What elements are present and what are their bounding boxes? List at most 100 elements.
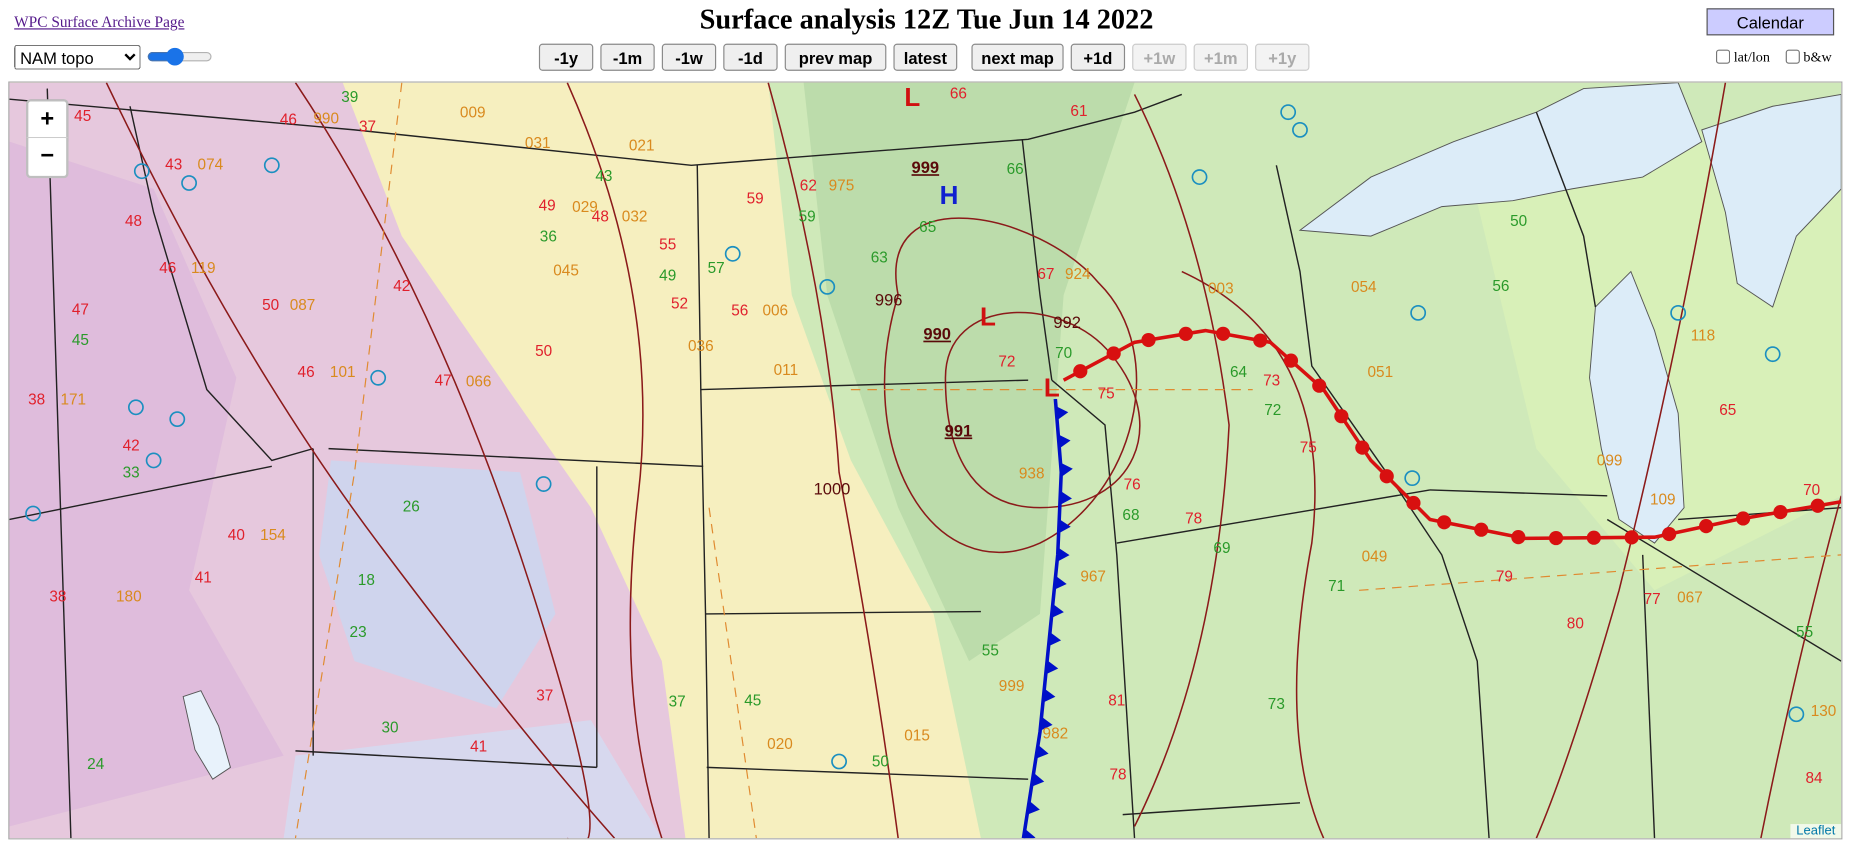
lake — [182, 690, 232, 780]
map[interactable]: L H L L 999 996 990 991 992 1000 45 46 37 43 48 46 47 50 4… — [8, 81, 1843, 840]
station-symbol — [1670, 304, 1687, 321]
warm-front-bulb — [1355, 440, 1370, 455]
station-pressure: 032 — [622, 208, 648, 225]
nav-button[interactable]: prev map — [784, 43, 887, 71]
station-symbol — [1410, 304, 1427, 321]
station-temperature: 38 — [28, 391, 45, 408]
warm-front-bulb — [1511, 530, 1526, 545]
cold-front-triangle — [1048, 632, 1062, 647]
nav-button[interactable]: -1m — [600, 43, 655, 71]
station-dewpoint: 68 — [1122, 507, 1139, 524]
station-temperature: 84 — [1806, 770, 1824, 787]
nav-button[interactable]: latest — [893, 43, 958, 71]
checkbox-label[interactable]: lat/lon — [1715, 48, 1770, 66]
station-pressure: 011 — [774, 362, 798, 379]
station-temperature: 56 — [731, 303, 748, 320]
warm-front-bulb — [1437, 515, 1452, 530]
station-pressure: 118 — [1691, 328, 1715, 345]
isobar-label: 991 — [945, 421, 973, 440]
cold-front-triangle — [1040, 716, 1053, 731]
warm-front-bulb — [1773, 505, 1788, 520]
station-symbol — [831, 753, 847, 770]
isobar — [294, 82, 591, 839]
warm-front-bulb — [1215, 326, 1231, 341]
checkbox-label[interactable]: b&w — [1785, 48, 1832, 66]
warm-front-bulb — [1253, 333, 1268, 348]
station-temperature: 81 — [1108, 692, 1125, 709]
station-symbol — [181, 175, 198, 191]
station-pressure: 109 — [1650, 492, 1676, 509]
map-type-select[interactable]: NAM topo — [14, 44, 141, 70]
nav-button[interactable]: -1w — [661, 43, 717, 71]
station-dewpoint: 70 — [1055, 345, 1072, 362]
nav-button[interactable]: -1y — [538, 43, 594, 71]
station-temperature: 55 — [659, 237, 676, 254]
checkbox[interactable] — [1715, 49, 1731, 64]
station-temperature: 72 — [998, 354, 1015, 371]
station-pressure: 021 — [629, 137, 655, 154]
station-pressure: 990 — [313, 110, 339, 127]
cold-front-triangle — [1035, 744, 1049, 759]
station-dewpoint: 56 — [1492, 278, 1509, 295]
station-temperature: 38 — [49, 588, 66, 605]
cold-front-triangle — [1045, 660, 1059, 675]
state-border — [1051, 379, 1136, 839]
isobar-label: 1000 — [814, 479, 851, 498]
station-symbol — [370, 369, 387, 386]
isobar-label: 992 — [1053, 313, 1081, 332]
station-temperature: 80 — [1567, 616, 1584, 633]
map-content: L H L L 999 996 990 991 992 1000 45 46 37 43 48 46 47 50 4… — [9, 82, 1842, 839]
nav-button[interactable]: next map — [971, 43, 1064, 71]
station-temperature: 66 — [950, 86, 967, 103]
calendar-button[interactable]: Calendar — [1706, 8, 1835, 36]
station-symbol — [1788, 706, 1805, 723]
zoom-in[interactable]: + — [25, 99, 69, 142]
cold-front-triangle — [1031, 772, 1045, 787]
state-border — [1122, 802, 1301, 816]
warm-front-bulb — [1624, 530, 1639, 545]
cold-front-triangle — [1051, 603, 1064, 619]
nav-button[interactable]: -1d — [723, 43, 778, 71]
station-pressure: 074 — [198, 156, 224, 173]
state-border — [9, 465, 272, 521]
station-temperature: 62 — [800, 178, 817, 195]
station-symbol — [127, 399, 144, 416]
cold-front-triangle — [1054, 575, 1067, 590]
checkbox[interactable] — [1785, 49, 1800, 64]
opacity-slider[interactable] — [146, 47, 213, 67]
state-border — [700, 379, 1029, 391]
station-dewpoint: 73 — [1268, 696, 1285, 713]
station-pressure: 119 — [191, 260, 215, 277]
station-symbol — [1191, 169, 1208, 186]
station-temperature: 59 — [747, 191, 764, 208]
attribution[interactable]: Leaflet — [1790, 824, 1842, 839]
lake — [1589, 270, 1685, 544]
station-temperature: 61 — [1070, 103, 1087, 120]
purple-shading — [9, 141, 284, 827]
archive-link[interactable]: WPC Surface Archive Page — [14, 12, 185, 31]
cool-shading — [319, 460, 556, 709]
station-temperature: 37 — [536, 688, 553, 705]
warm-front-bulb — [1141, 332, 1156, 348]
station-symbol — [263, 157, 280, 174]
isobar — [883, 217, 1138, 554]
dashed-line — [1359, 554, 1842, 591]
station-pressure: 015 — [904, 728, 930, 745]
state-border — [1116, 489, 1431, 544]
station-temperature: 75 — [1098, 385, 1115, 402]
zoom-out[interactable]: − — [25, 136, 69, 179]
warm-front-bulb — [1106, 346, 1121, 361]
nav-button[interactable]: +1d — [1070, 43, 1126, 71]
station-symbol — [819, 278, 836, 295]
station-symbol — [1764, 346, 1781, 363]
station-pressure: 066 — [466, 374, 492, 391]
station-dewpoint: 37 — [669, 694, 686, 711]
cold-front-triangle — [1027, 800, 1040, 815]
checkbox-text: b&w — [1803, 48, 1832, 65]
state-border — [1429, 489, 1608, 497]
station-pressure: 067 — [1677, 590, 1703, 607]
station-temperature: 78 — [1185, 511, 1202, 528]
station-dewpoint: 72 — [1264, 402, 1281, 419]
